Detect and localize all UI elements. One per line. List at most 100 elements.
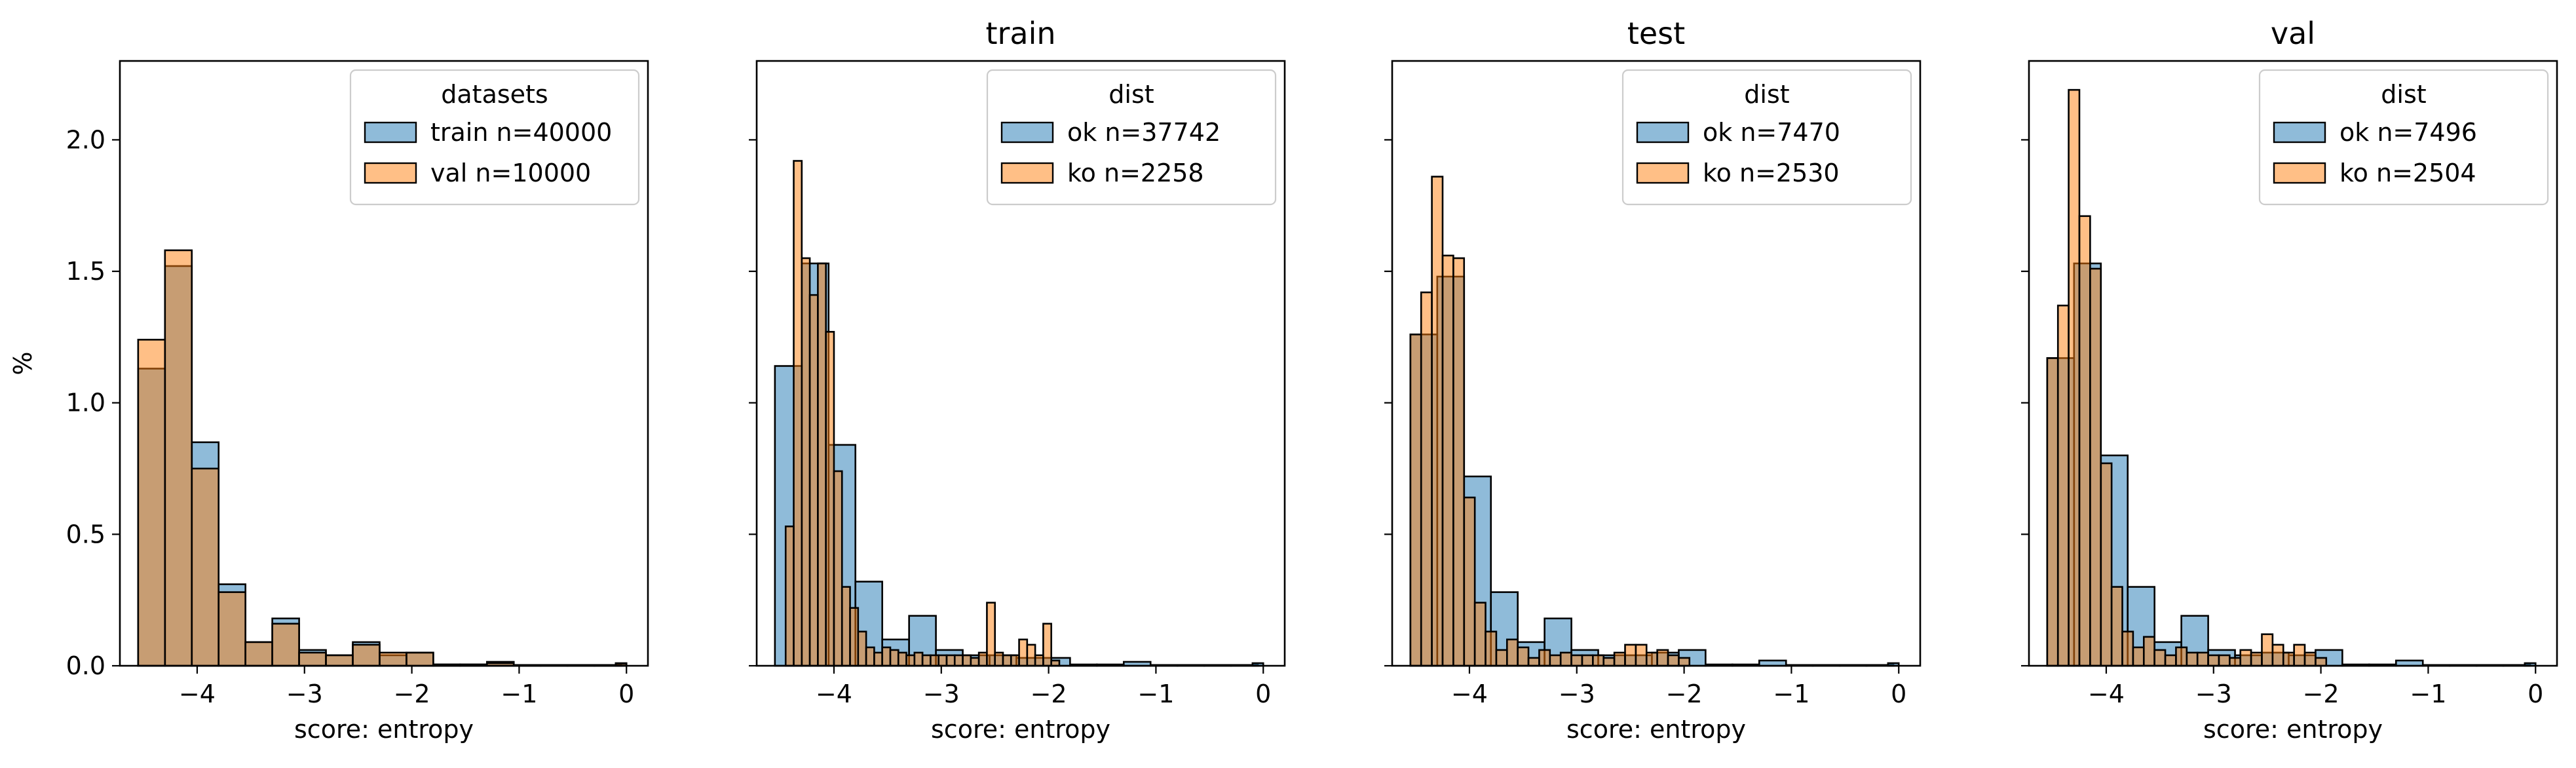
chart-panel-3: −4 −3 −2 −1 0 score: entropy test dist ok n=7470… [1384, 16, 1922, 744]
histogram-bar [1018, 638, 1029, 667]
legend-label: ok n=7496 [2339, 118, 2477, 147]
legend-title: dist [1108, 80, 1154, 109]
chart-title: train [985, 16, 1055, 51]
histogram-bar [2175, 646, 2188, 667]
histogram-bar [905, 654, 916, 667]
x-tick-label: 0 [618, 680, 634, 708]
x-tick-label: −4 [1451, 680, 1488, 708]
legend-box [1621, 69, 1912, 206]
histogram-bar [1678, 657, 1691, 667]
series-2 [137, 249, 628, 667]
histogram-bar [1656, 649, 1669, 667]
x-axis-label: score: entropy [931, 715, 1110, 744]
histogram-bar [953, 654, 964, 667]
histogram-bar [1635, 643, 1648, 667]
legend: dist ok n=7470 ko n=2530 [1621, 69, 1912, 206]
axes-frame [755, 60, 1286, 667]
legend-swatch [2273, 121, 2326, 144]
chart-title: test [1627, 16, 1685, 51]
histogram-bar [977, 651, 988, 667]
histogram-bar [2239, 649, 2252, 667]
histogram-bar [2110, 586, 2123, 667]
histogram-bar [784, 526, 795, 667]
axes-frame [2028, 60, 2558, 667]
x-tick-label: −2 [2303, 680, 2339, 708]
y-tick-label: 0.5 [66, 520, 105, 548]
histogram-bar [2271, 643, 2284, 667]
legend-swatch [1000, 121, 1054, 144]
histogram-bar [1602, 657, 1616, 667]
histogram-bar [2153, 649, 2167, 667]
histogram-bar [1549, 654, 1562, 667]
axes-frame [1391, 60, 1922, 667]
histogram-bar [2142, 636, 2155, 667]
histogram-bar [825, 331, 835, 667]
legend-label: ok n=37742 [1067, 118, 1221, 147]
histogram-bar [2229, 657, 2242, 667]
histogram-bar [986, 602, 996, 667]
histogram-bar [849, 607, 860, 667]
x-tick-label: −1 [501, 680, 537, 708]
histogram-bar [930, 654, 939, 667]
y-tick-label: 0.0 [66, 651, 105, 680]
legend-title: dist [2381, 80, 2426, 109]
legend-swatch [2273, 162, 2326, 184]
histogram-bar [218, 591, 246, 667]
histogram-bar [881, 646, 892, 667]
x-tick-label: −2 [394, 680, 430, 708]
histogram-bar [406, 651, 434, 667]
histogram-bar [1034, 654, 1044, 667]
legend-swatch [364, 121, 417, 144]
histogram-bar [298, 651, 327, 667]
axes-frame [119, 60, 649, 667]
histogram-bar [1495, 649, 1508, 667]
legend: dist ok n=7496 ko n=2504 [2258, 69, 2549, 206]
legend-title: dist [1744, 80, 1789, 109]
x-tick-label: −3 [2195, 680, 2232, 708]
y-tick-label: 2.0 [66, 125, 105, 154]
x-tick-label: 0 [1891, 680, 1906, 708]
histogram-bar [2250, 651, 2263, 667]
x-tick-label: −1 [1773, 680, 1809, 708]
histogram-bar [1613, 651, 1626, 667]
histogram-bar [2078, 215, 2091, 667]
histogram-bar [2056, 304, 2070, 667]
histogram-bar [921, 654, 932, 667]
histogram-bar [857, 630, 867, 667]
histogram-bar [1473, 602, 1487, 667]
x-tick-label: −1 [1137, 680, 1174, 708]
histogram-bar [2046, 357, 2059, 667]
histogram-bar [2121, 630, 2134, 667]
legend: dist ok n=37742 ko n=2258 [986, 69, 1277, 206]
legend-label: train n=40000 [430, 118, 612, 147]
histogram-bar [793, 160, 803, 667]
histogram-bar [1667, 654, 1680, 667]
histogram-bar [2164, 654, 2177, 667]
series-2 [784, 160, 1061, 667]
histogram-bar [1010, 654, 1020, 667]
x-axis-label: score: entropy [294, 715, 474, 744]
x-tick-label: −3 [923, 680, 960, 708]
histogram-bar [1441, 254, 1454, 667]
histogram-bar [897, 651, 907, 667]
histogram-bar [244, 641, 273, 667]
histogram-bar [191, 467, 220, 667]
x-tick-label: −4 [179, 680, 216, 708]
histogram-bar [1463, 496, 1476, 667]
histogram-bar [1042, 623, 1052, 667]
histogram-bar [1506, 638, 1519, 667]
x-axis-label: score: entropy [2203, 715, 2383, 744]
legend-label: val n=10000 [430, 159, 591, 187]
histogram-bar [2207, 654, 2220, 667]
histogram-bar [865, 646, 875, 667]
legend: datasets train n=40000 val n=10000 [349, 69, 640, 206]
x-tick-label: −3 [286, 680, 323, 708]
histogram-bar [841, 586, 851, 667]
x-tick-label: 0 [1255, 680, 1271, 708]
chart-panel-1: −4 −3 −2 −1 0 0.0 0.5 1.0 1.5 2.0 score: entropy% d… [9, 60, 649, 744]
histogram-bar [970, 657, 980, 667]
y-tick-label: 1.0 [66, 389, 105, 417]
histogram-bar [1538, 649, 1551, 667]
series-2 [2046, 88, 2328, 667]
